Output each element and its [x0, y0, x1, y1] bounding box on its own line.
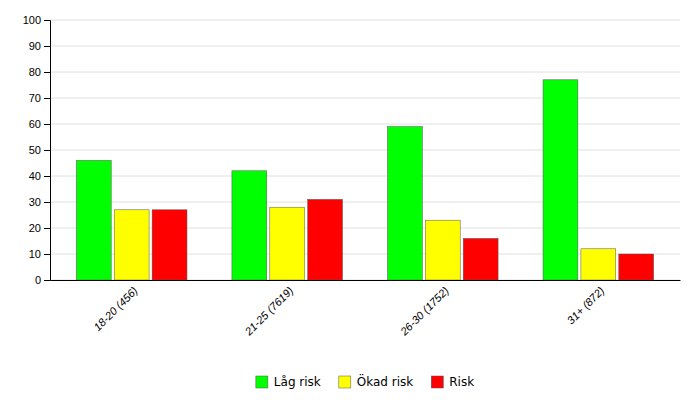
y-tick-mark	[44, 20, 50, 21]
bar-series	[114, 207, 616, 280]
bar-series	[152, 199, 654, 280]
y-tick: 30	[29, 196, 50, 208]
x-tick-label: 21-25 (7619)	[242, 284, 296, 338]
x-axis-line	[51, 280, 681, 281]
legend-item: Låg risk	[256, 375, 321, 389]
y-tick: 0	[35, 274, 50, 286]
y-axis: 0 10 20 30 40 50 60 70 80 90 100	[23, 14, 51, 286]
bar	[619, 254, 654, 280]
bar	[543, 80, 578, 280]
y-tick-label: 70	[29, 92, 41, 104]
y-tick: 80	[29, 66, 50, 78]
bars	[76, 80, 653, 280]
y-tick-mark	[44, 46, 50, 47]
y-tick-mark	[44, 176, 50, 177]
x-tick-label: 18-20 (456)	[91, 284, 140, 333]
y-tick-mark	[44, 124, 50, 125]
bar	[76, 160, 111, 280]
legend-swatch	[431, 376, 443, 388]
y-tick-label: 100	[23, 14, 41, 26]
grid-line	[50, 176, 680, 177]
bar	[463, 238, 498, 280]
y-axis-line	[44, 21, 51, 281]
bar-series	[76, 80, 578, 280]
y-tick-label: 10	[29, 248, 41, 260]
bar	[308, 199, 343, 280]
grid-line	[50, 202, 680, 203]
y-tick-mark	[44, 254, 50, 255]
legend-item: Ökad risk	[339, 373, 413, 389]
plot: 0 10 20 30 40 50 60 70 80 90 100 18-20 (456) 21-25 (…	[23, 14, 681, 338]
y-tick: 10	[29, 248, 50, 260]
x-tick: 18-20 (456)	[91, 284, 140, 333]
grid-line	[50, 20, 680, 21]
grid-line	[50, 98, 680, 99]
y-tick-label: 50	[29, 144, 41, 156]
y-tick-label: 0	[35, 274, 41, 286]
bar	[232, 171, 267, 280]
chart-svg: 0 10 20 30 40 50 60 70 80 90 100 18-20 (456) 21-25 (…	[0, 0, 700, 400]
bar	[581, 249, 616, 280]
y-tick-mark	[44, 202, 50, 203]
y-tick-label: 30	[29, 196, 41, 208]
y-tick-mark	[44, 228, 50, 229]
y-tick-label: 20	[29, 222, 41, 234]
legend-label: Risk	[449, 375, 474, 389]
y-tick: 40	[29, 170, 50, 182]
y-tick: 50	[29, 144, 50, 156]
y-tick-mark	[44, 72, 50, 73]
legend: Låg risk Ökad risk Risk	[256, 373, 474, 389]
grid-line	[50, 150, 680, 151]
bar	[387, 127, 422, 280]
chart-container: 0 10 20 30 40 50 60 70 80 90 100 18-20 (456) 21-25 (…	[0, 0, 700, 400]
y-tick: 90	[29, 40, 50, 52]
grid	[50, 20, 680, 280]
y-tick: 60	[29, 118, 50, 130]
legend-label: Ökad risk	[357, 373, 413, 389]
grid-line	[50, 46, 680, 47]
y-tick-label: 80	[29, 66, 41, 78]
y-tick-mark	[44, 98, 50, 99]
x-tick: 31+ (872)	[565, 284, 607, 326]
y-tick-mark	[44, 150, 50, 151]
grid-line	[50, 72, 680, 73]
y-tick-label: 90	[29, 40, 41, 52]
y-tick: 20	[29, 222, 50, 234]
x-tick: 21-25 (7619)	[242, 284, 296, 338]
y-tick-label: 40	[29, 170, 41, 182]
y-tick-mark	[44, 280, 50, 281]
x-axis: 18-20 (456) 21-25 (7619) 26-30 (1752) 31+ (…	[51, 281, 681, 339]
legend-swatch	[339, 376, 351, 388]
bar	[152, 210, 187, 280]
grid-line	[50, 124, 680, 125]
x-tick: 26-30 (1752)	[397, 284, 451, 338]
legend-label: Låg risk	[274, 375, 321, 389]
x-tick-label: 31+ (872)	[565, 284, 607, 326]
bar	[114, 210, 149, 280]
legend-item: Risk	[431, 375, 474, 389]
y-tick: 100	[23, 14, 50, 26]
page: {"chart_data": {"type": "bar", "categori…	[0, 0, 700, 400]
legend-swatch	[256, 376, 268, 388]
bar	[270, 207, 305, 280]
x-tick-label: 26-30 (1752)	[397, 284, 451, 338]
y-tick-label: 60	[29, 118, 41, 130]
y-tick: 70	[29, 92, 50, 104]
bar	[425, 220, 460, 280]
